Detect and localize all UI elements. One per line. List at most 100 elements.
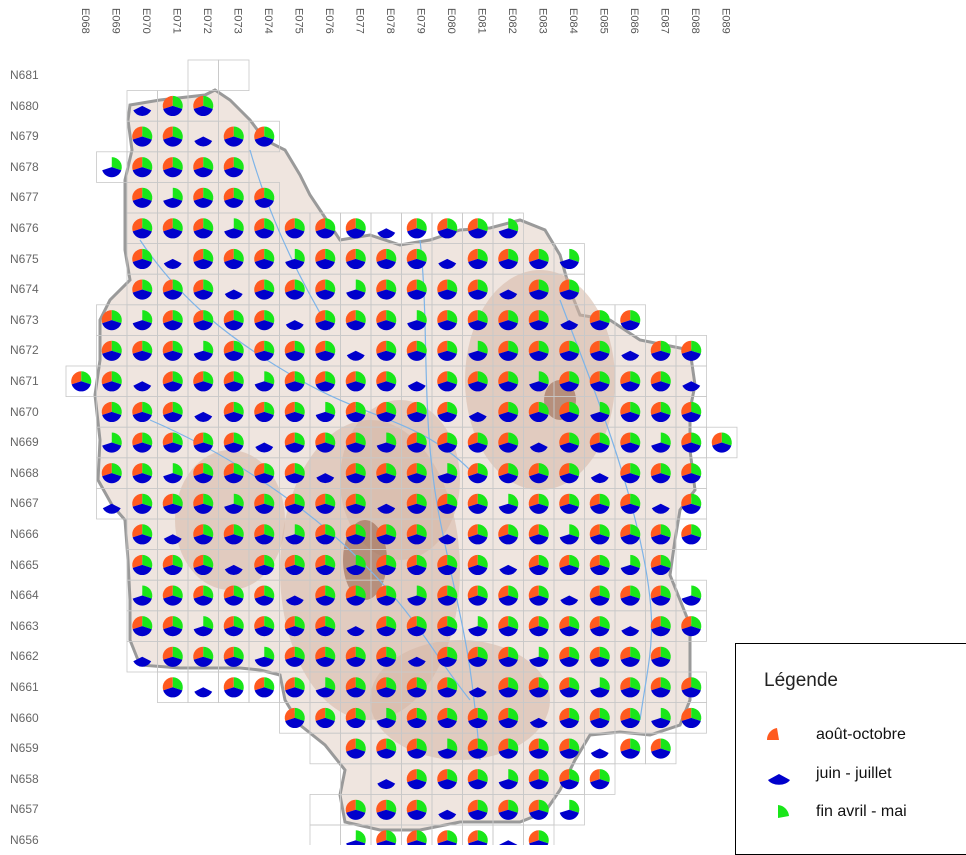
sector-aout-octobre	[71, 371, 82, 385]
sector-fin-avril-mai	[142, 493, 153, 507]
pie-symbol	[620, 646, 641, 667]
sector-juin-juillet	[285, 350, 305, 361]
row-label: N666	[10, 527, 39, 541]
sector-fin-avril-mai	[447, 463, 458, 477]
sector-aout-octobre	[559, 769, 570, 783]
sector-juin-juillet	[620, 687, 640, 698]
sector-juin-juillet	[407, 534, 427, 545]
sector-aout-octobre	[345, 432, 356, 446]
pie-symbol	[559, 646, 580, 667]
pie-symbol	[254, 279, 275, 300]
pie-symbol	[589, 585, 610, 606]
sector-juin-juillet	[590, 320, 610, 331]
sector-aout-octobre	[437, 769, 448, 783]
sector-juin-juillet	[224, 473, 244, 484]
sector-juin-juillet	[468, 840, 488, 845]
sector-fin-avril-mai	[569, 432, 580, 446]
sector-aout-octobre	[467, 769, 478, 783]
sector-fin-avril-mai	[569, 463, 580, 477]
sector-aout-octobre	[620, 524, 631, 538]
sector-juin-juillet	[620, 717, 640, 729]
sector-fin-avril-mai	[203, 524, 214, 538]
pie-symbol	[559, 401, 580, 423]
pie-symbol	[132, 310, 153, 331]
pie-symbol	[193, 646, 214, 667]
pie-symbol	[254, 585, 275, 606]
sector-juin-juillet	[498, 748, 518, 759]
sector-juin-juillet	[193, 258, 213, 270]
pie-symbol	[254, 677, 275, 698]
pie-symbol	[467, 707, 488, 729]
pie-symbol	[315, 371, 336, 392]
pie-symbol	[437, 585, 458, 606]
sector-fin-avril-mai	[447, 769, 458, 783]
sector-aout-octobre	[162, 432, 173, 446]
pie-symbol	[284, 279, 305, 300]
sector-aout-octobre	[101, 463, 112, 477]
sector-juin-juillet	[529, 534, 549, 545]
sector-juin-juillet	[559, 626, 579, 637]
sector-juin-juillet	[193, 289, 213, 300]
sector-juin-juillet	[376, 626, 396, 637]
sector-juin-juillet	[498, 656, 518, 667]
pie-symbol	[620, 401, 641, 423]
pie-symbol	[590, 473, 609, 484]
sector-fin-avril-mai	[355, 279, 366, 293]
sector-fin-avril-mai	[203, 646, 214, 660]
pie-symbol	[559, 493, 580, 514]
sector-aout-octobre	[467, 279, 478, 293]
pie-symbol	[254, 616, 275, 637]
sector-fin-avril-mai	[264, 616, 275, 630]
pie-symbol	[468, 687, 487, 698]
sector-fin-avril-mai	[447, 340, 458, 354]
sector-fin-avril-mai	[630, 493, 641, 507]
pie-symbol	[163, 187, 183, 208]
sector-juin-juillet	[468, 411, 487, 422]
pie-symbol	[223, 126, 244, 147]
pie-symbol	[681, 401, 702, 423]
sector-aout-octobre	[437, 554, 448, 568]
sector-juin-juillet	[193, 442, 213, 453]
pie-symbol	[621, 626, 640, 637]
sector-fin-avril-mai	[172, 95, 183, 109]
sector-aout-octobre	[589, 524, 600, 538]
sector-fin-avril-mai	[660, 340, 671, 354]
sector-juin-juillet	[651, 595, 671, 606]
pie-symbol	[467, 248, 488, 270]
pie-symbol	[132, 493, 153, 514]
sector-aout-octobre	[406, 340, 417, 354]
row-label: N659	[10, 741, 39, 756]
sector-juin-juillet	[163, 105, 183, 117]
pie-symbol	[224, 564, 243, 575]
sector-aout-octobre	[376, 248, 387, 262]
sector-juin-juillet	[560, 320, 579, 331]
pie-symbol	[559, 248, 580, 270]
sector-juin-juillet	[407, 717, 427, 729]
pie-symbol	[528, 463, 549, 484]
column-label: E080	[445, 8, 457, 34]
pie-symbol	[101, 371, 122, 392]
sector-fin-avril-mai	[355, 677, 366, 691]
pie-symbol	[437, 707, 458, 729]
sector-aout-octobre	[559, 738, 570, 752]
pie-symbol	[284, 218, 305, 239]
sector-juin-juillet	[529, 656, 549, 667]
sector-fin-avril-mai	[386, 248, 397, 262]
sector-fin-avril-mai	[416, 554, 427, 568]
sector-juin-juillet	[102, 381, 122, 392]
pie-symbol	[254, 126, 275, 147]
pie-symbol	[315, 554, 336, 576]
pie-symbol	[467, 524, 488, 545]
grid-cell	[675, 702, 707, 734]
sector-juin-juillet	[468, 289, 488, 300]
sector-juin-juillet	[376, 258, 396, 270]
pie-symbol	[437, 646, 458, 667]
pie-symbol	[620, 707, 641, 729]
sector-juin-juillet	[102, 320, 122, 331]
sector-fin-avril-mai	[203, 187, 214, 201]
pie-symbol	[223, 585, 244, 606]
sector-juin-juillet	[407, 748, 427, 759]
pie-symbol	[437, 769, 458, 790]
pie-symbol	[193, 218, 214, 239]
column-label: E070	[140, 8, 152, 34]
